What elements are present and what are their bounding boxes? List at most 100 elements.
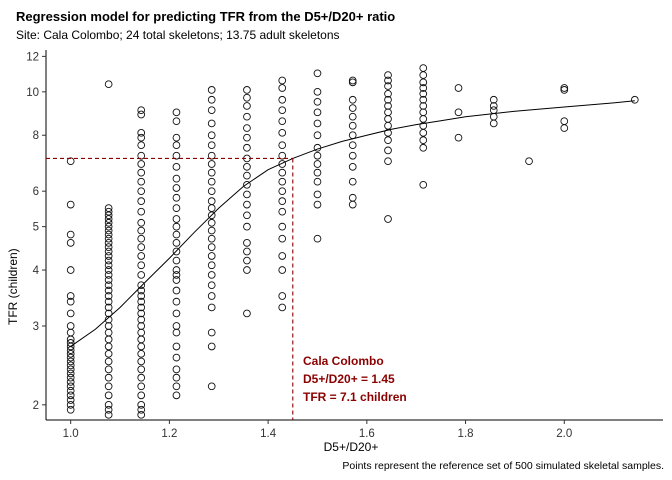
data-point <box>384 128 392 137</box>
data-point <box>207 204 216 212</box>
data-point <box>66 342 75 351</box>
data-point <box>243 247 251 256</box>
data-point <box>66 378 75 386</box>
data-point <box>207 292 216 300</box>
data-point <box>348 193 357 202</box>
data-point <box>525 157 533 166</box>
data-point <box>384 121 392 130</box>
data-point <box>104 80 113 89</box>
data-point <box>137 322 146 330</box>
data-point <box>384 157 392 166</box>
data-point <box>560 86 569 94</box>
data-point <box>172 266 181 274</box>
data-point <box>243 266 251 274</box>
data-point <box>104 382 113 391</box>
data-point <box>454 84 463 92</box>
annotation-ratio: D5+/D20+ = 1.45 <box>303 372 395 386</box>
data-point <box>243 133 251 142</box>
data-point <box>207 281 216 290</box>
y-tick-label: 5 <box>33 222 39 234</box>
data-point <box>104 243 113 251</box>
data-point <box>243 256 251 265</box>
data-point <box>348 162 357 171</box>
data-point <box>104 322 113 330</box>
data-point <box>384 108 392 117</box>
data-point <box>207 151 216 160</box>
data-point <box>66 328 75 337</box>
data-point <box>66 349 75 358</box>
data-point <box>66 157 75 166</box>
data-point <box>104 328 113 337</box>
data-point <box>243 309 251 318</box>
data-point <box>278 252 287 260</box>
data-point <box>243 93 251 102</box>
data-point <box>278 303 287 312</box>
data-point <box>207 243 216 251</box>
data-point <box>313 87 322 96</box>
data-point <box>313 69 322 78</box>
data-point <box>104 266 113 274</box>
data-point <box>104 222 113 231</box>
data-point <box>137 309 146 318</box>
data-point <box>384 136 392 145</box>
data-point <box>172 239 181 247</box>
data-point <box>137 128 146 137</box>
y-tick-label: 2 <box>33 400 39 412</box>
data-point <box>348 141 357 150</box>
data-point <box>243 239 251 247</box>
data-point <box>172 328 181 337</box>
data-point <box>313 200 322 209</box>
data-point <box>104 297 113 306</box>
data-point <box>172 309 181 318</box>
data-point <box>489 119 498 128</box>
data-point <box>207 86 216 94</box>
data-point <box>137 391 146 400</box>
data-point <box>384 76 392 85</box>
y-tick-label: 10 <box>26 87 39 99</box>
data-point <box>207 252 216 260</box>
data-point <box>419 143 428 152</box>
data-point <box>137 349 146 358</box>
data-point <box>243 200 251 209</box>
data-point <box>137 342 146 351</box>
data-point <box>172 204 181 212</box>
data-point <box>66 230 75 239</box>
data-point <box>313 151 322 160</box>
data-point <box>313 131 322 140</box>
data-point <box>104 405 113 414</box>
data-point <box>278 168 287 177</box>
data-point <box>104 373 113 382</box>
x-tick-label: 1.0 <box>63 428 79 440</box>
data-point <box>137 177 146 186</box>
data-point <box>104 247 113 256</box>
data-point <box>137 168 146 177</box>
data-point <box>66 297 75 306</box>
data-point <box>104 365 113 374</box>
data-point <box>172 151 181 160</box>
x-axis-label: D5+/D20+ <box>323 440 379 454</box>
data-point <box>137 141 146 150</box>
data-point <box>104 252 113 260</box>
data-point <box>104 410 113 419</box>
data-point <box>137 133 146 142</box>
data-point <box>454 108 463 117</box>
data-point <box>66 361 75 370</box>
data-point <box>137 410 146 419</box>
data-point <box>172 271 181 279</box>
data-point <box>278 207 287 216</box>
data-point <box>243 112 251 121</box>
data-point <box>419 108 428 117</box>
data-point <box>348 78 357 87</box>
data-point <box>384 146 392 155</box>
data-point <box>172 133 181 142</box>
data-point <box>66 353 75 362</box>
data-point <box>560 124 569 132</box>
data-point <box>172 322 181 330</box>
data-point <box>137 197 146 206</box>
data-point <box>172 141 181 150</box>
data-point <box>172 108 181 117</box>
data-point <box>104 357 113 366</box>
data-point <box>419 78 428 87</box>
data-point <box>384 71 392 79</box>
